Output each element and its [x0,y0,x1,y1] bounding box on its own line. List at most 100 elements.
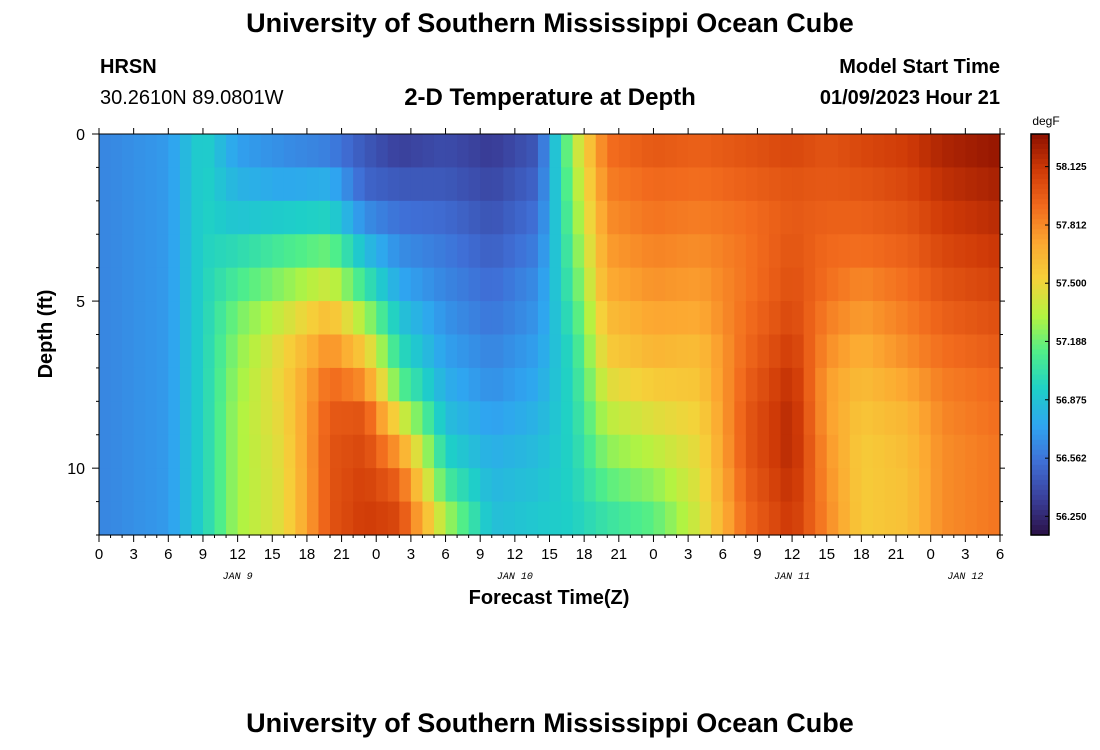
heatmap-cell [480,234,493,269]
heatmap-cell [237,267,250,302]
heatmap-cell [306,167,320,202]
heatmap-cell [688,468,701,503]
colorbar-band [1031,464,1049,471]
heatmap-cell [641,468,655,503]
colorbar-band [1031,189,1049,195]
heatmap-cell [965,301,978,336]
heatmap-cell [283,468,296,503]
heatmap-cell [838,434,851,469]
heatmap-cell [803,468,816,503]
heatmap-cell [676,468,689,503]
colorbar-band [1031,214,1049,220]
heatmap-cell [919,134,932,169]
heatmap-cell [145,267,158,302]
heatmap-cell [653,401,666,436]
heatmap-cell [561,334,574,369]
heatmap-cell [757,501,770,536]
heatmap-cell [364,468,377,503]
heatmap-cell [618,267,631,302]
heatmap-cell [514,167,527,202]
heatmap-cell [283,434,296,469]
heatmap-cell [526,167,539,202]
heatmap-cell [145,200,158,235]
heatmap-cell [387,501,400,536]
heatmap-cell [179,468,193,503]
heatmap-cell [607,200,620,235]
heatmap-cell [780,401,793,436]
colorbar-band [1031,254,1049,260]
heatmap-cell [884,167,897,202]
heatmap-cell [988,501,1001,536]
heatmap-cell [780,134,793,169]
heatmap-cell [884,367,897,402]
heatmap-cell [896,200,909,235]
heatmap-cell [757,267,770,302]
heatmap-cell [214,367,227,402]
heatmap-cell [561,468,574,503]
heatmap-cell [711,200,724,235]
heatmap-cell [318,401,331,436]
heatmap-cell [433,501,447,536]
heatmap-cell [849,234,862,269]
heatmap-cell [745,434,759,469]
heatmap-cell [156,468,169,503]
heatmap-cell [433,367,447,402]
heatmap-cell [306,301,320,336]
colorbar-band [1031,399,1049,406]
heatmap-cell [561,501,574,536]
heatmap-cell [457,301,470,336]
heatmap-cell [156,401,169,436]
heatmap-cell [318,134,331,169]
heatmap-cell [179,134,193,169]
heatmap-cell [457,468,470,503]
colorbar-band [1031,159,1049,165]
heatmap-cell [780,367,793,402]
heatmap-cell [826,468,839,503]
heatmap-cell [318,301,331,336]
heatmap-cell [376,167,389,202]
heatmap-cell [214,501,227,536]
heatmap-cell [364,200,377,235]
heatmap-cell [526,501,539,536]
colorbar-band [1031,209,1049,215]
heatmap-cell [272,401,285,436]
heatmap-cell [295,401,308,436]
x-tick-label: 6 [719,546,727,563]
heatmap-cell [410,501,424,536]
heatmap-cell [641,434,655,469]
heatmap-cell [872,301,886,336]
heatmap-cell [226,301,239,336]
colorbar-band [1031,229,1049,235]
heatmap-cell [514,434,527,469]
heatmap-cell [237,501,250,536]
heatmap-cell [572,468,585,503]
colorbar-band [1031,259,1049,265]
heatmap-cell [491,501,504,536]
heatmap-cell [422,401,435,436]
heatmap-cell [641,267,655,302]
x-tick-label: 15 [818,546,835,563]
heatmap-cell [330,501,343,536]
heatmap-cell [826,200,839,235]
heatmap-cell [676,301,689,336]
heatmap-cell [202,434,216,469]
heatmap-cell [641,501,655,536]
heatmap-cell [549,468,562,503]
heatmap-cell [387,267,400,302]
heatmap-cell [110,267,123,302]
heatmap-cell [445,334,458,369]
heatmap-cell [260,200,273,235]
heatmap-cell [861,134,874,169]
y-tick-label: 5 [76,294,85,311]
heatmap-cell [711,267,724,302]
heatmap-cell [330,367,343,402]
heatmap-cell [930,434,943,469]
heatmap-cell [491,334,504,369]
colorbar-band [1031,289,1049,295]
heatmap-cell [618,468,631,503]
heatmap-cell [884,401,897,436]
heatmap-cell [595,167,608,202]
heatmap-cell [226,200,239,235]
colorbar-band [1031,404,1049,411]
